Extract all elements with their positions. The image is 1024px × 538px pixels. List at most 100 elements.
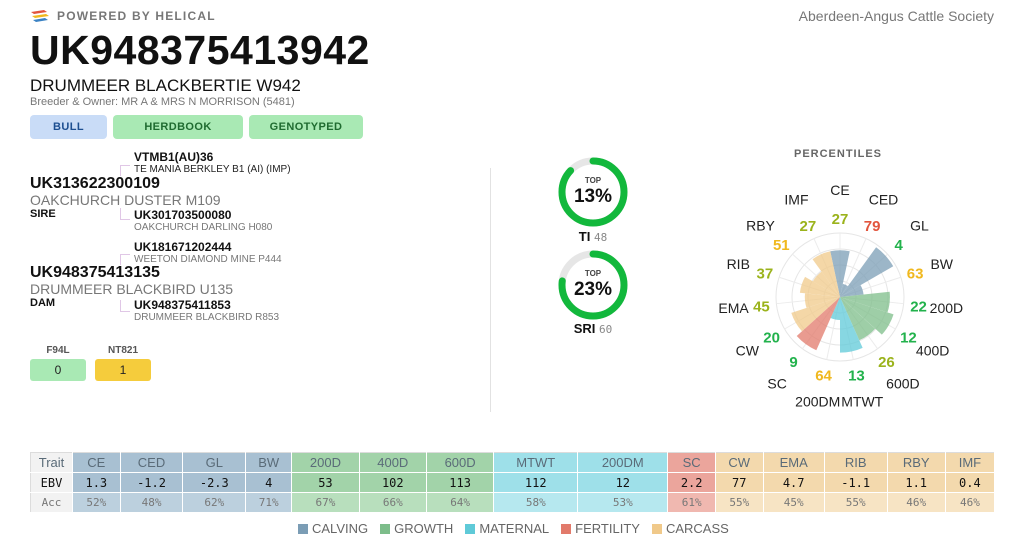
legend-item-calving[interactable]: CALVING [298,521,368,536]
radar-wedge-ema[interactable] [804,293,840,308]
legend-label: CARCASS [665,521,729,536]
accuracy-cell: 46% [887,492,946,513]
ebv-cell: -1.2 [120,472,184,493]
pedigree-connector [120,311,130,312]
gauge-percent: 23% [574,279,612,300]
accuracy-cell: 45% [763,492,825,513]
trait-cell: IMF [945,452,996,473]
percentile-value: 20 [763,330,780,347]
sire-reg[interactable]: UK313622300109 [30,175,160,192]
radar-wedge-200d[interactable] [840,291,890,313]
status-tags: BULL HERDBOOK GENOTYPED [30,115,363,139]
accuracy-cell: 61% [667,492,716,513]
sire-dam-reg[interactable]: UK301703500080 [134,208,232,222]
percentile-trait-label: 200D [930,300,963,316]
ebv-cell: 1.1 [887,472,946,493]
radar-wedge-cw[interactable] [791,297,840,332]
accuracy-cell: 62% [182,492,247,513]
registration-number: UK948375413942 [30,27,370,73]
trait-group-legend: CALVING GROWTH MATERNAL FERTILITY CARCASS [298,521,729,536]
accuracy-cell: 55% [824,492,888,513]
radar-wedge-imf[interactable] [812,251,840,297]
index-name: SRI [573,321,596,336]
radar-wedge-ce[interactable] [830,250,850,297]
pedigree-connector [120,208,121,219]
ebv-row: EBV 1.3 -1.2 -2.3 4 53 102 113 112 12 2.2 77 4.7 -1.… [30,472,996,493]
percentile-value: 37 [757,266,774,283]
dam-sire-reg[interactable]: UK181671202444 [134,240,232,254]
accuracy-cell: 64% [426,492,495,513]
percentiles-title: PERCENTILES [794,148,883,160]
percentile-trait-label: 400D [916,343,949,359]
dam-reg[interactable]: UK948375413135 [30,264,160,281]
sire-sire-name: TE MANIA BERKLEY B1 (AI) (IMP) [134,164,291,175]
trait-cell: 400D [359,452,427,473]
sire-sire-reg[interactable]: VTMB1(AU)36 [134,150,214,164]
gauge-percent: 13% [574,186,612,207]
index-name: TI [578,229,591,244]
accuracy-cell: 67% [291,492,360,513]
legend-label: CALVING [312,521,369,536]
radar-wedge-sc[interactable] [796,297,840,351]
percentile-trait-label: 600D [886,376,919,392]
percentile-value: 79 [864,218,881,235]
society-name: Aberdeen-Angus Cattle Society [798,8,994,24]
index-gauge-ti[interactable]: TOP 13% [557,156,629,233]
trait-cell: RIB [824,452,888,473]
radar-wedge-bw[interactable] [840,285,864,297]
legend-item-fertility[interactable]: FERTILITY [561,521,640,536]
ebv-cell: 0.4 [945,472,996,493]
percentile-value: 26 [878,354,895,371]
accuracy-cell: 53% [577,492,669,513]
tag-herdbook[interactable]: HERDBOOK [113,115,243,139]
legend-swatch [465,523,476,534]
legend-swatch [561,523,572,534]
index-label-ti: TI 48 [557,229,629,244]
tag-bull[interactable]: BULL [30,115,107,139]
dam-dam-name: DRUMMEER BLACKBIRD R853 [134,312,280,323]
legend-item-maternal[interactable]: MATERNAL [465,521,549,536]
tag-genotyped[interactable]: GENOTYPED [249,115,363,139]
accuracy-cell: 71% [245,492,293,513]
percentile-trait-label: SC [767,376,786,392]
legend-item-carcass[interactable]: CARCASS [651,521,729,536]
ebv-cell: 102 [359,472,427,493]
sire-role: SIRE [30,208,56,220]
gene-label-nt821: NT821 [107,345,138,356]
radar-wedge-gl[interactable] [840,247,894,297]
pedigree-connector [120,300,121,311]
percentile-value: 51 [773,237,790,254]
row-header-trait: Trait [30,452,73,473]
percentile-value: 4 [895,237,904,254]
legend-label: MATERNAL [479,521,550,536]
pedigree-connector [120,165,130,166]
radar-wedge-rby[interactable] [812,271,840,297]
radar-wedge-600d[interactable] [840,297,876,341]
percentile-value: 27 [832,211,849,228]
trait-cell: CED [120,452,184,473]
percentile-trait-label: RIB [727,256,750,272]
index-gauge-sri[interactable]: TOP 23% [557,249,629,326]
legend-item-growth[interactable]: GROWTH [380,521,453,536]
ebv-cell: 113 [426,472,495,493]
accuracy-cell: 58% [493,492,579,513]
pedigree-connector [120,219,130,220]
percentile-trait-label: EMA [718,300,749,316]
radar-wedge-200dm[interactable] [830,297,840,321]
radar-wedge-rib[interactable] [799,276,840,297]
row-header-ebv: EBV [30,472,73,493]
trait-cell: EMA [763,452,825,473]
trait-cell: BW [245,452,293,473]
ebv-cell: 4 [245,472,293,493]
pedigree-connector [120,165,121,176]
trait-cell: 600D [426,452,495,473]
radar-wedge-mtwt[interactable] [840,297,863,353]
percentile-trait-label: BW [930,256,953,272]
dam-dam-reg[interactable]: UK948375411853 [134,298,231,312]
radar-wedge-400d[interactable] [840,297,894,335]
legend-label: FERTILITY [575,521,640,536]
trait-cell: RBY [887,452,946,473]
legend-swatch [651,523,662,534]
radar-wedge-ced[interactable] [840,283,848,297]
pedigree-connector [120,254,130,255]
